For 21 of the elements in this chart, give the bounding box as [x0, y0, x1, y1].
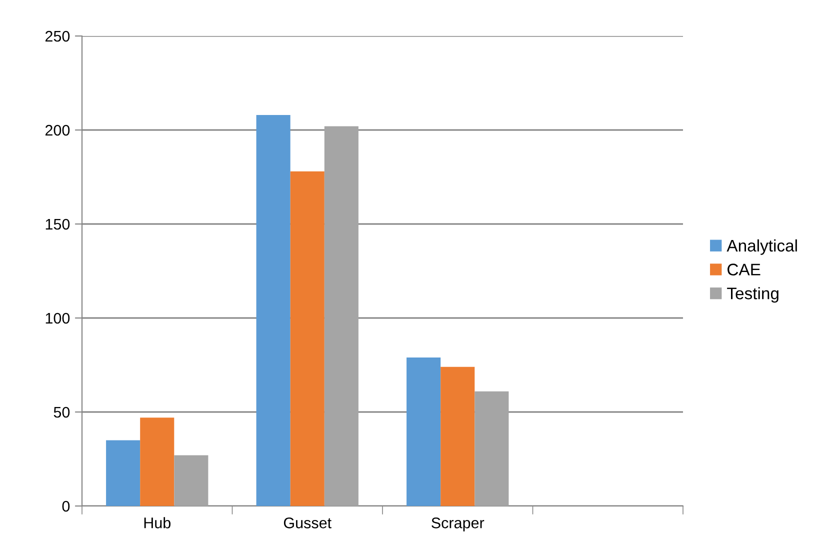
y-tick-label: 0 — [62, 500, 70, 512]
legend-label: Analytical — [726, 239, 797, 255]
bar — [474, 391, 509, 506]
legend-label: CAE — [728, 264, 760, 276]
y-tick-label: 150 — [46, 218, 70, 230]
y-tick-label: 250 — [45, 30, 70, 42]
bar — [174, 455, 208, 506]
y-tick-label: 100 — [46, 312, 70, 324]
bar — [440, 366, 475, 506]
bar — [140, 418, 174, 506]
bar — [290, 171, 324, 506]
x-tick-label: Hub — [144, 517, 170, 528]
y-tick-label: 50 — [54, 406, 70, 418]
bar — [324, 126, 358, 506]
y-tick-label: 200 — [45, 124, 70, 136]
x-tick-label: Scraper — [432, 518, 484, 532]
bar — [106, 440, 140, 506]
bar — [256, 114, 290, 506]
bar — [406, 357, 441, 506]
x-tick-label: Gusset — [284, 518, 332, 528]
legend-label: Testing — [727, 287, 778, 303]
